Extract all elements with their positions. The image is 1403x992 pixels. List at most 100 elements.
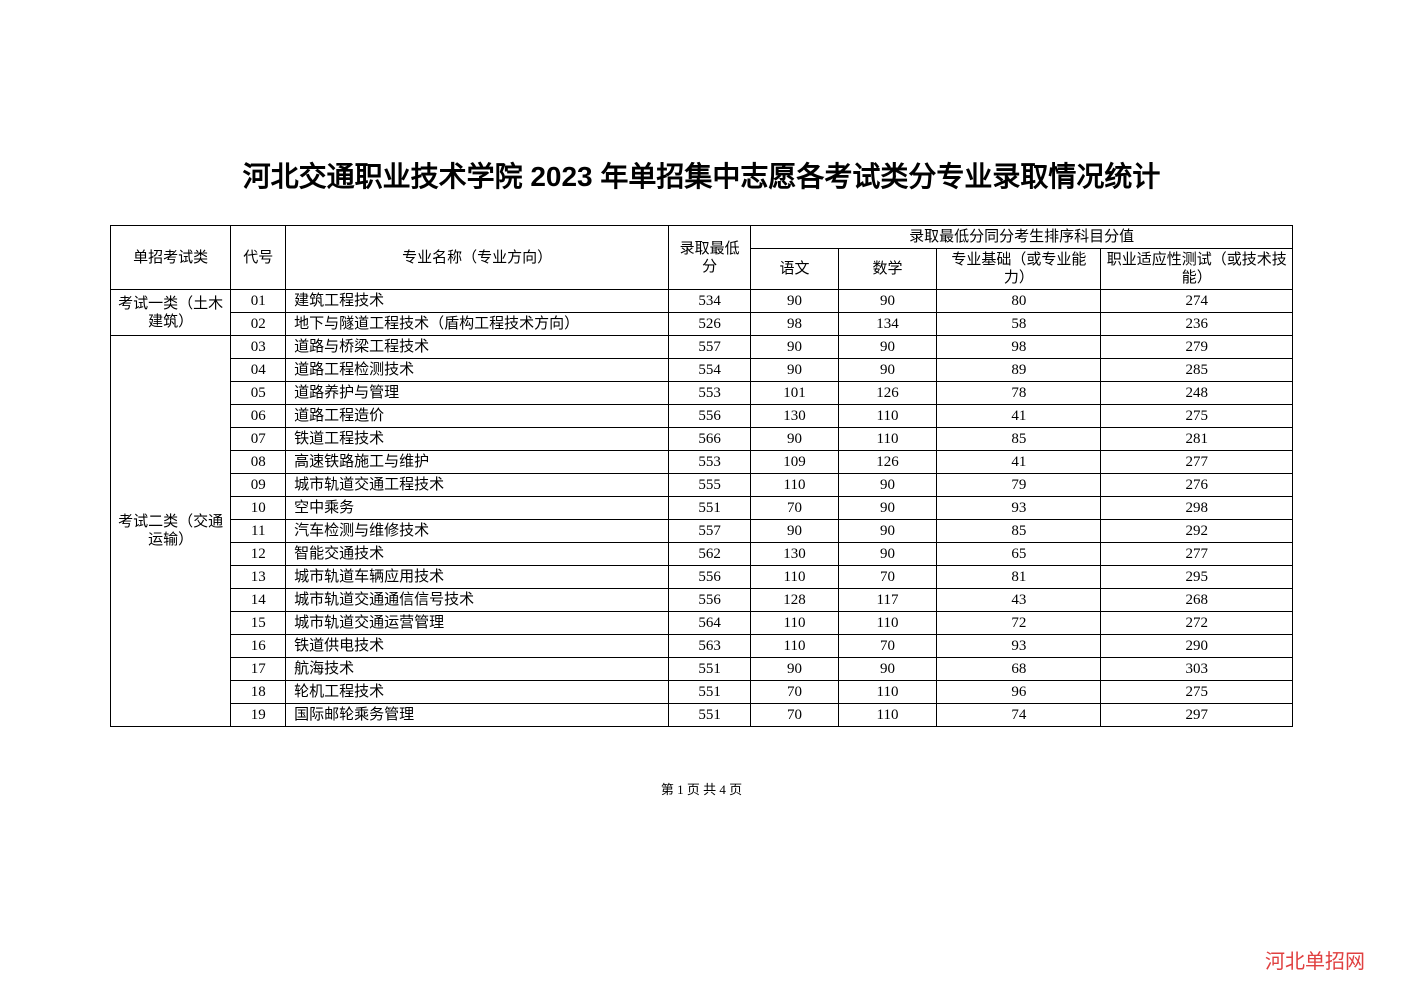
chinese-cell: 70 [751, 497, 839, 520]
basic-cell: 93 [937, 497, 1101, 520]
code-cell: 09 [231, 474, 286, 497]
basic-cell: 80 [937, 290, 1101, 313]
document-title: 河北交通职业技术学院 2023 年单招集中志愿各考试类分专业录取情况统计 [110, 155, 1293, 195]
table-row: 考试二类（交通运输）03道路与桥梁工程技术557909098279 [111, 336, 1293, 359]
code-cell: 12 [231, 543, 286, 566]
vocational-cell: 281 [1101, 428, 1293, 451]
table-row: 11汽车检测与维修技术557909085292 [111, 520, 1293, 543]
vocational-cell: 275 [1101, 405, 1293, 428]
code-cell: 15 [231, 612, 286, 635]
chinese-cell: 130 [751, 543, 839, 566]
math-cell: 126 [838, 382, 936, 405]
vocational-cell: 292 [1101, 520, 1293, 543]
math-cell: 110 [838, 681, 936, 704]
major-cell: 航海技术 [286, 658, 669, 681]
basic-cell: 85 [937, 428, 1101, 451]
math-cell: 90 [838, 359, 936, 382]
table-row: 18轮机工程技术5517011096275 [111, 681, 1293, 704]
table-row: 04道路工程检测技术554909089285 [111, 359, 1293, 382]
code-cell: 05 [231, 382, 286, 405]
chinese-cell: 90 [751, 520, 839, 543]
code-cell: 16 [231, 635, 286, 658]
major-cell: 城市轨道车辆应用技术 [286, 566, 669, 589]
major-cell: 道路养护与管理 [286, 382, 669, 405]
minscore-cell: 551 [669, 658, 751, 681]
code-cell: 04 [231, 359, 286, 382]
math-cell: 110 [838, 405, 936, 428]
math-cell: 117 [838, 589, 936, 612]
major-cell: 铁道供电技术 [286, 635, 669, 658]
vocational-cell: 277 [1101, 451, 1293, 474]
basic-cell: 79 [937, 474, 1101, 497]
header-category: 单招考试类 [111, 226, 231, 290]
basic-cell: 74 [937, 704, 1101, 727]
math-cell: 110 [838, 428, 936, 451]
header-ranking: 录取最低分同分考生排序科目分值 [751, 226, 1293, 249]
minscore-cell: 563 [669, 635, 751, 658]
basic-cell: 43 [937, 589, 1101, 612]
table-row: 14城市轨道交通通信信号技术55612811743268 [111, 589, 1293, 612]
vocational-cell: 268 [1101, 589, 1293, 612]
chinese-cell: 90 [751, 658, 839, 681]
major-cell: 道路与桥梁工程技术 [286, 336, 669, 359]
major-cell: 铁道工程技术 [286, 428, 669, 451]
header-chinese: 语文 [751, 249, 839, 290]
table-row: 08高速铁路施工与维护55310912641277 [111, 451, 1293, 474]
basic-cell: 85 [937, 520, 1101, 543]
vocational-cell: 276 [1101, 474, 1293, 497]
vocational-cell: 275 [1101, 681, 1293, 704]
math-cell: 90 [838, 474, 936, 497]
table-row: 05道路养护与管理55310112678248 [111, 382, 1293, 405]
basic-cell: 93 [937, 635, 1101, 658]
code-cell: 02 [231, 313, 286, 336]
basic-cell: 81 [937, 566, 1101, 589]
code-cell: 14 [231, 589, 286, 612]
table-row: 06道路工程造价55613011041275 [111, 405, 1293, 428]
code-cell: 10 [231, 497, 286, 520]
major-cell: 空中乘务 [286, 497, 669, 520]
chinese-cell: 70 [751, 704, 839, 727]
math-cell: 90 [838, 658, 936, 681]
math-cell: 90 [838, 497, 936, 520]
basic-cell: 41 [937, 405, 1101, 428]
table-row: 13城市轨道车辆应用技术5561107081295 [111, 566, 1293, 589]
math-cell: 90 [838, 290, 936, 313]
major-cell: 智能交通技术 [286, 543, 669, 566]
major-cell: 城市轨道交通工程技术 [286, 474, 669, 497]
math-cell: 126 [838, 451, 936, 474]
vocational-cell: 285 [1101, 359, 1293, 382]
basic-cell: 68 [937, 658, 1101, 681]
major-cell: 城市轨道交通通信信号技术 [286, 589, 669, 612]
chinese-cell: 101 [751, 382, 839, 405]
header-minscore: 录取最低分 [669, 226, 751, 290]
vocational-cell: 274 [1101, 290, 1293, 313]
vocational-cell: 290 [1101, 635, 1293, 658]
vocational-cell: 303 [1101, 658, 1293, 681]
table-row: 16铁道供电技术5631107093290 [111, 635, 1293, 658]
code-cell: 11 [231, 520, 286, 543]
chinese-cell: 98 [751, 313, 839, 336]
major-cell: 国际邮轮乘务管理 [286, 704, 669, 727]
code-cell: 07 [231, 428, 286, 451]
basic-cell: 96 [937, 681, 1101, 704]
major-cell: 地下与隧道工程技术（盾构工程技术方向） [286, 313, 669, 336]
minscore-cell: 534 [669, 290, 751, 313]
table-row: 考试一类（土木建筑）01建筑工程技术534909080274 [111, 290, 1293, 313]
table-row: 09城市轨道交通工程技术5551109079276 [111, 474, 1293, 497]
chinese-cell: 90 [751, 290, 839, 313]
major-cell: 道路工程检测技术 [286, 359, 669, 382]
chinese-cell: 110 [751, 635, 839, 658]
code-cell: 08 [231, 451, 286, 474]
vocational-cell: 295 [1101, 566, 1293, 589]
math-cell: 110 [838, 704, 936, 727]
code-cell: 17 [231, 658, 286, 681]
code-cell: 13 [231, 566, 286, 589]
math-cell: 134 [838, 313, 936, 336]
header-basic: 专业基础（或专业能力） [937, 249, 1101, 290]
major-cell: 道路工程造价 [286, 405, 669, 428]
chinese-cell: 109 [751, 451, 839, 474]
category-cell: 考试一类（土木建筑） [111, 290, 231, 336]
minscore-cell: 551 [669, 681, 751, 704]
admission-table: 单招考试类 代号 专业名称（专业方向） 录取最低分 录取最低分同分考生排序科目分… [110, 225, 1293, 727]
header-vocational: 职业适应性测试（或技术技能） [1101, 249, 1293, 290]
